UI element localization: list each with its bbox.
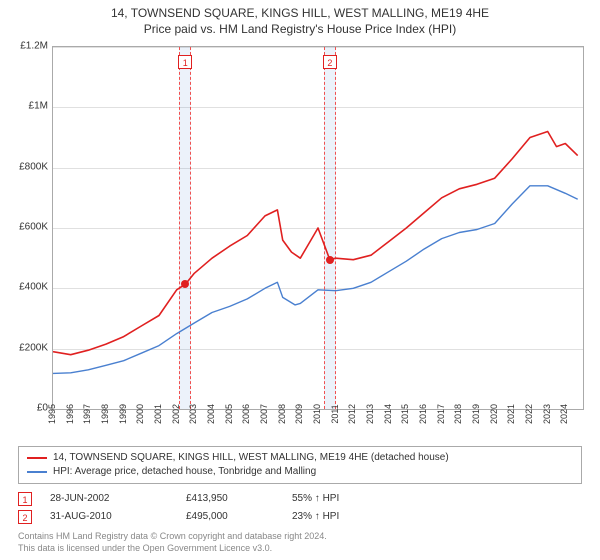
series-svg: [53, 47, 583, 409]
event-badge-icon: 1: [18, 492, 32, 506]
attribution-line: This data is licensed under the Open Gov…: [18, 542, 582, 554]
event-badge-icon: 1: [178, 55, 192, 69]
below-chart: 14, TOWNSEND SQUARE, KINGS HILL, WEST MA…: [0, 438, 600, 560]
legend-swatch-hpi: [27, 471, 47, 473]
series-property: [53, 132, 578, 355]
event-badge-icon: 2: [18, 510, 32, 524]
ytick-label: £800K: [19, 161, 48, 172]
ytick-label: £400K: [19, 282, 48, 293]
table-row: 2 31-AUG-2010 £495,000 23% ↑ HPI: [18, 508, 582, 526]
ytick-label: £600K: [19, 222, 48, 233]
event-marker: [326, 256, 334, 264]
attribution: Contains HM Land Registry data © Crown c…: [18, 530, 582, 554]
event-delta: 23% ↑ HPI: [292, 508, 412, 526]
ytick-label: £1.2M: [20, 41, 48, 52]
ytick-label: £200K: [19, 342, 48, 353]
title-sub: Price paid vs. HM Land Registry's House …: [8, 22, 592, 36]
event-marker: [181, 280, 189, 288]
series-hpi: [53, 186, 578, 374]
legend-row-property: 14, TOWNSEND SQUARE, KINGS HILL, WEST MA…: [27, 451, 573, 465]
chart-area: 12 £0£200K£400K£600K£800K£1M£1.2M1995199…: [10, 42, 590, 438]
legend: 14, TOWNSEND SQUARE, KINGS HILL, WEST MA…: [18, 446, 582, 484]
event-price: £413,950: [186, 490, 286, 508]
legend-label-hpi: HPI: Average price, detached house, Tonb…: [53, 465, 316, 479]
attribution-line: Contains HM Land Registry data © Crown c…: [18, 530, 582, 542]
event-delta: 55% ↑ HPI: [292, 490, 412, 508]
title-block: 14, TOWNSEND SQUARE, KINGS HILL, WEST MA…: [0, 0, 600, 38]
event-price: £495,000: [186, 508, 286, 526]
event-badge-icon: 2: [323, 55, 337, 69]
figure: 14, TOWNSEND SQUARE, KINGS HILL, WEST MA…: [0, 0, 600, 560]
event-date: 31-AUG-2010: [50, 508, 180, 526]
events-table: 1 28-JUN-2002 £413,950 55% ↑ HPI 2 31-AU…: [18, 490, 582, 526]
plot: 12: [52, 46, 584, 410]
event-date: 28-JUN-2002: [50, 490, 180, 508]
legend-label-property: 14, TOWNSEND SQUARE, KINGS HILL, WEST MA…: [53, 451, 449, 465]
table-row: 1 28-JUN-2002 £413,950 55% ↑ HPI: [18, 490, 582, 508]
legend-swatch-property: [27, 457, 47, 459]
title-main: 14, TOWNSEND SQUARE, KINGS HILL, WEST MA…: [8, 6, 592, 20]
legend-row-hpi: HPI: Average price, detached house, Tonb…: [27, 465, 573, 479]
ytick-label: £1M: [29, 101, 48, 112]
